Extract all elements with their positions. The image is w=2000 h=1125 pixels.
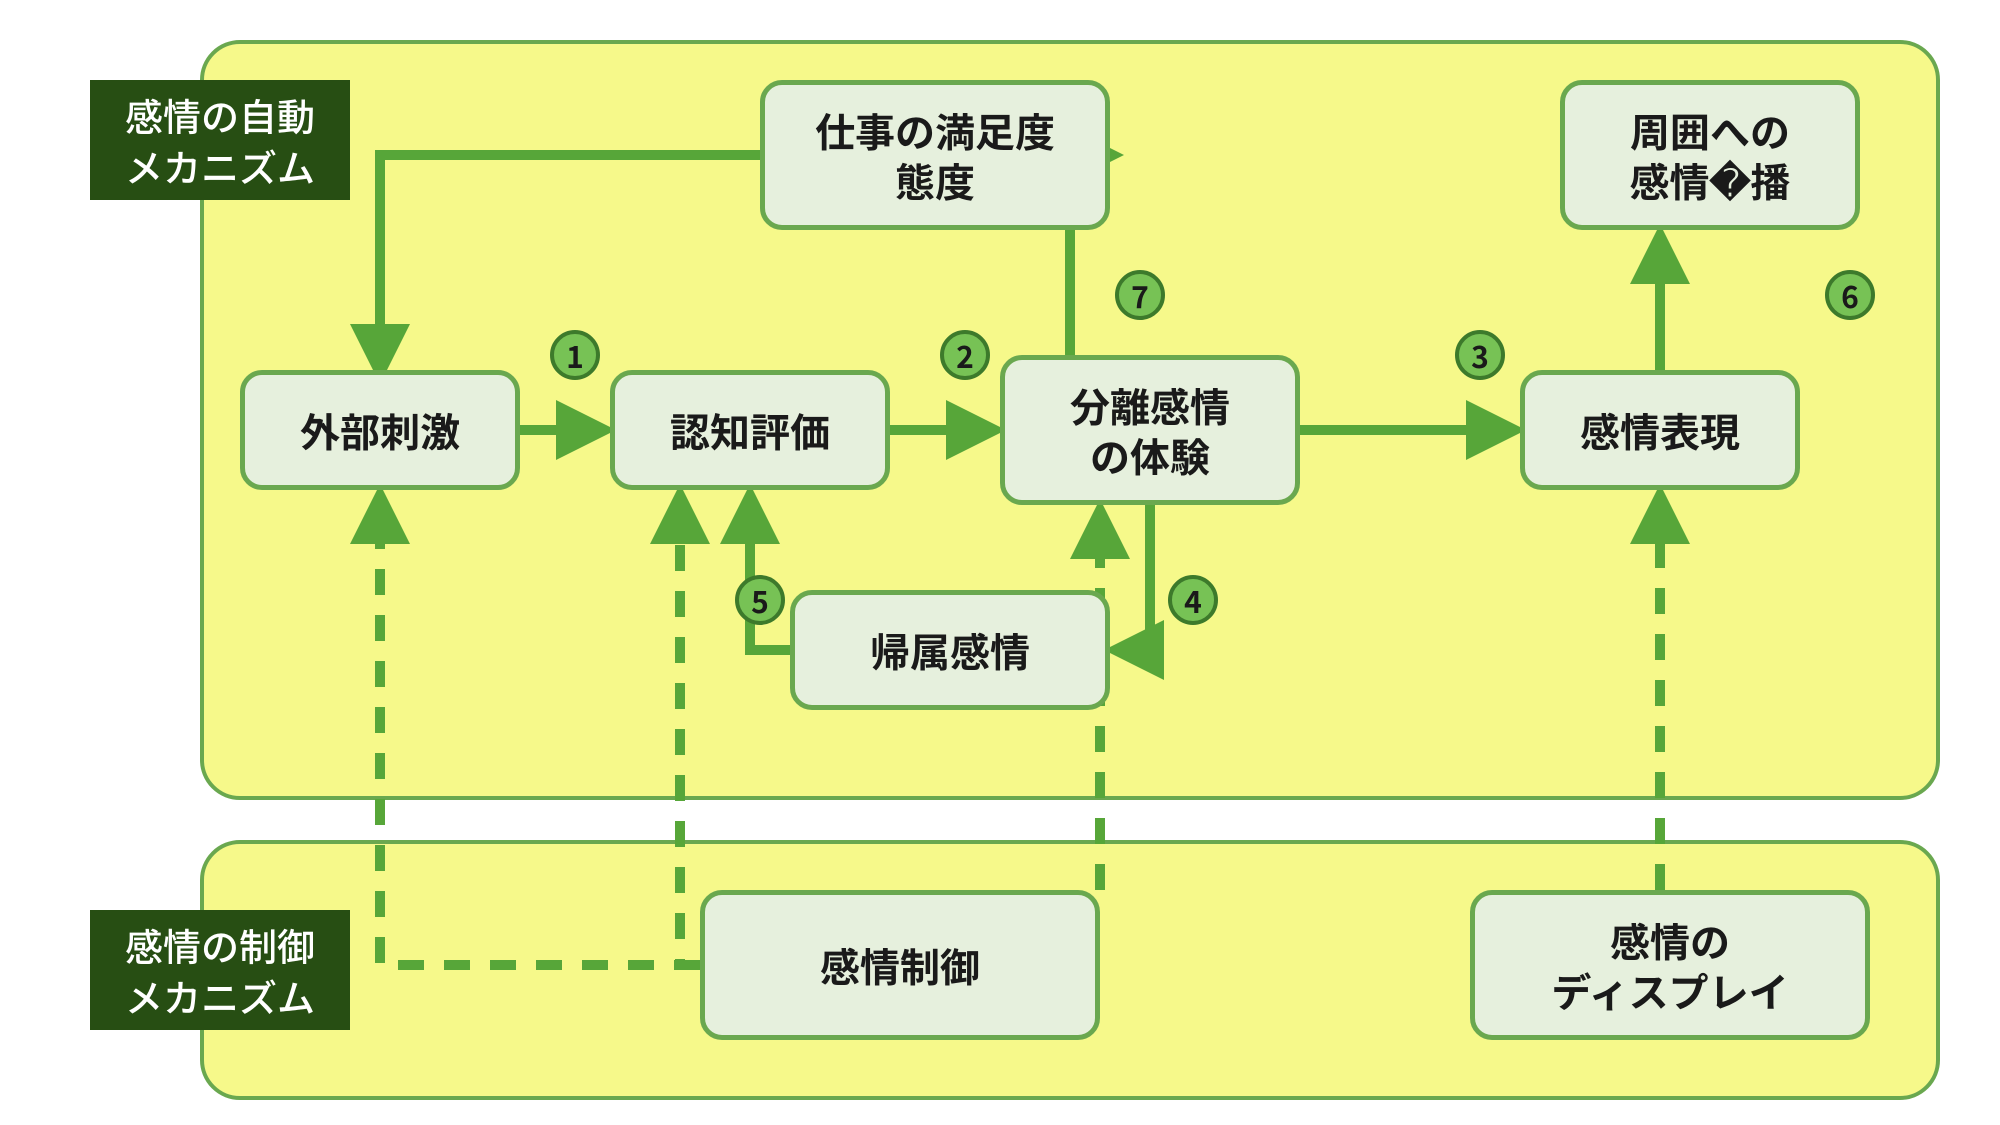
node-emotion-propagation: 周囲への 感情�播 [1560, 80, 1860, 230]
step-badge-5: 5 [735, 575, 785, 625]
node-discrete-emotion: 分離感情 の体験 [1000, 355, 1300, 505]
node-cognitive-appraisal: 認知評価 [610, 370, 890, 490]
label-automatic-mechanism: 感情の自動 メカニズム [90, 80, 350, 200]
step-badge-6: 6 [1825, 270, 1875, 320]
node-emotion-regulation: 感情制御 [700, 890, 1100, 1040]
step-badge-7: 7 [1115, 270, 1165, 320]
node-external-stimulus: 外部刺激 [240, 370, 520, 490]
step-badge-2: 2 [940, 330, 990, 380]
diagram-stage: 感情の自動 メカニズム 感情の制御 メカニズム 外部刺激 認知評価 分離感情 の… [0, 0, 2000, 1125]
step-badge-1: 1 [550, 330, 600, 380]
node-emotion-expression: 感情表現 [1520, 370, 1800, 490]
node-attributed-emotion: 帰属感情 [790, 590, 1110, 710]
step-badge-4: 4 [1168, 575, 1218, 625]
node-job-satisfaction: 仕事の満足度 態度 [760, 80, 1110, 230]
node-emotion-display: 感情の ディスプレイ [1470, 890, 1870, 1040]
label-control-mechanism: 感情の制御 メカニズム [90, 910, 350, 1030]
step-badge-3: 3 [1455, 330, 1505, 380]
